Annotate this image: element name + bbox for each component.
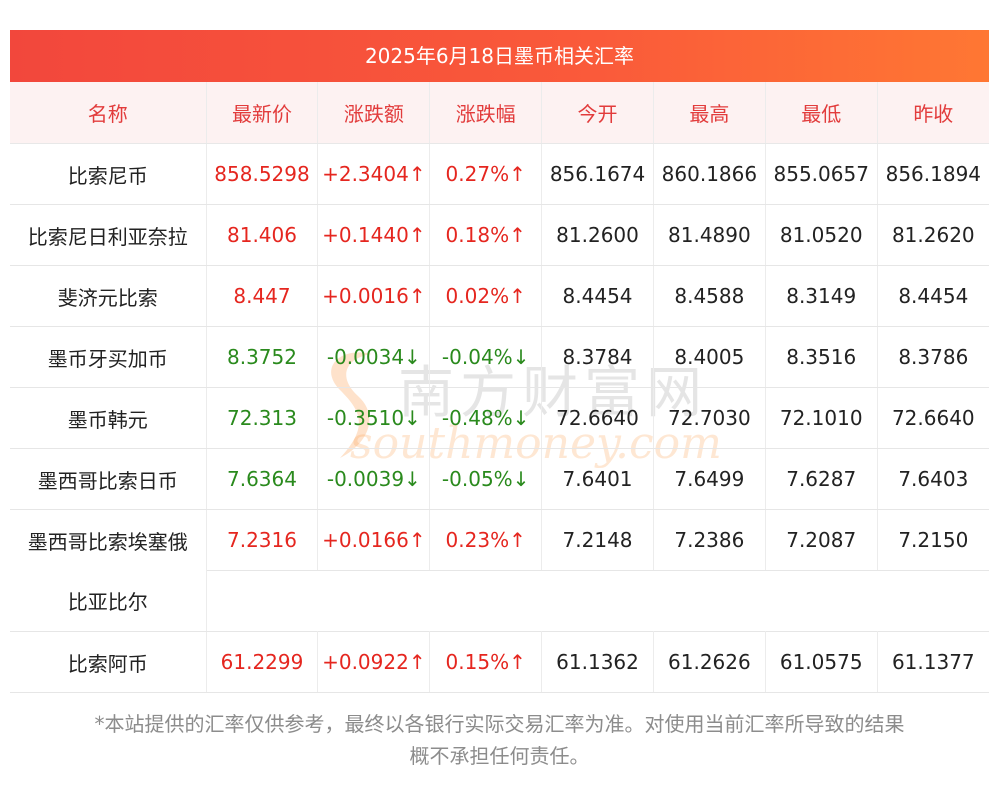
table-row: 比索尼日利亚奈拉 81.406 +0.1440↑ 0.18%↑ 81.2600 … (10, 204, 989, 266)
latest-price: 8.447 (206, 265, 319, 327)
change-pct: 0.18%↑ (429, 204, 543, 266)
change-amount: -0.0039↓ (317, 448, 431, 510)
change-amount: +0.0016↑ (317, 265, 431, 327)
disclaimer-line-2: 概不承担任何责任。 (409, 744, 590, 768)
change-amount: +0.0166↑ (317, 509, 431, 571)
disclaimer-line-1: *本站提供的汇率仅供参考，最终以各银行实际交易汇率为准。对使用当前汇率所导致的结… (94, 712, 905, 736)
table-row: 墨西哥比索埃塞俄 7.2316 +0.0166↑ 0.23%↑ 7.2148 7… (10, 509, 989, 571)
high-price: 8.4588 (653, 265, 766, 327)
rates-panel: 2025年6月18日墨币相关汇率 南方财富网 southmoney.com 名称… (10, 30, 989, 693)
open-price: 856.1674 (541, 143, 654, 205)
low-price: 72.1010 (765, 387, 878, 449)
open-price: 61.1362 (541, 631, 654, 693)
table-row-continuation: 比亚比尔 (10, 570, 989, 632)
change-pct: -0.05%↓ (429, 448, 543, 510)
open-price: 81.2600 (541, 204, 654, 266)
change-pct: -0.48%↓ (429, 387, 543, 449)
table-row: 墨币牙买加币 8.3752 -0.0034↓ -0.04%↓ 8.3784 8.… (10, 326, 989, 388)
table-row: 斐济元比索 8.447 +0.0016↑ 0.02%↑ 8.4454 8.458… (10, 265, 989, 327)
high-price: 7.2386 (653, 509, 766, 571)
high-price: 81.4890 (653, 204, 766, 266)
latest-price: 8.3752 (206, 326, 319, 388)
low-price: 7.6287 (765, 448, 878, 510)
header-row: 名称 最新价 涨跌额 涨跌幅 今开 最高 最低 昨收 (10, 82, 989, 144)
currency-name: 墨西哥比索埃塞俄 (10, 509, 207, 571)
latest-price: 7.6364 (206, 448, 319, 510)
prev-close: 72.6640 (877, 387, 989, 449)
change-pct: 0.27%↑ (429, 143, 543, 205)
prev-close: 61.1377 (877, 631, 989, 693)
table-row: 比索阿币 61.2299 +0.0922↑ 0.15%↑ 61.1362 61.… (10, 631, 989, 693)
prev-close: 8.4454 (877, 265, 989, 327)
currency-name: 墨币牙买加币 (10, 326, 207, 388)
disclaimer: *本站提供的汇率仅供参考，最终以各银行实际交易汇率为准。对使用当前汇率所导致的结… (10, 708, 989, 772)
currency-name: 墨西哥比索日币 (10, 448, 207, 510)
low-price: 81.0520 (765, 204, 878, 266)
high-price: 8.4005 (653, 326, 766, 388)
open-price: 8.3784 (541, 326, 654, 388)
header-change: 涨跌额 (317, 82, 431, 144)
header-prev: 昨收 (877, 82, 989, 144)
header-name: 名称 (10, 82, 207, 144)
high-price: 7.6499 (653, 448, 766, 510)
header-latest: 最新价 (206, 82, 319, 144)
header-high: 最高 (653, 82, 766, 144)
open-price: 7.6401 (541, 448, 654, 510)
prev-close: 81.2620 (877, 204, 989, 266)
empty-cells (206, 571, 989, 632)
currency-name: 斐济元比索 (10, 265, 207, 327)
change-amount: -0.3510↓ (317, 387, 431, 449)
prev-close: 8.3786 (877, 326, 989, 388)
currency-name: 比索尼币 (10, 143, 207, 205)
open-price: 72.6640 (541, 387, 654, 449)
header-low: 最低 (765, 82, 878, 144)
high-price: 72.7030 (653, 387, 766, 449)
open-price: 7.2148 (541, 509, 654, 571)
latest-price: 81.406 (206, 204, 319, 266)
low-price: 7.2087 (765, 509, 878, 571)
change-pct: 0.15%↑ (429, 631, 543, 693)
latest-price: 858.5298 (206, 143, 319, 205)
change-pct: 0.02%↑ (429, 265, 543, 327)
high-price: 61.2626 (653, 631, 766, 693)
currency-name: 墨币韩元 (10, 387, 207, 449)
currency-name-continuation: 比亚比尔 (10, 570, 207, 632)
table-row: 墨币韩元 72.313 -0.3510↓ -0.48%↓ 72.6640 72.… (10, 387, 989, 449)
table-title: 2025年6月18日墨币相关汇率 (10, 30, 989, 82)
change-amount: -0.0034↓ (317, 326, 431, 388)
open-price: 8.4454 (541, 265, 654, 327)
change-amount: +0.1440↑ (317, 204, 431, 266)
low-price: 8.3516 (765, 326, 878, 388)
currency-name: 比索尼日利亚奈拉 (10, 204, 207, 266)
low-price: 61.0575 (765, 631, 878, 693)
table-row: 比索尼币 858.5298 +2.3404↑ 0.27%↑ 856.1674 8… (10, 143, 989, 205)
latest-price: 61.2299 (206, 631, 319, 693)
change-pct: -0.04%↓ (429, 326, 543, 388)
low-price: 855.0657 (765, 143, 878, 205)
prev-close: 7.6403 (877, 448, 989, 510)
table-row: 墨西哥比索日币 7.6364 -0.0039↓ -0.05%↓ 7.6401 7… (10, 448, 989, 510)
change-pct: 0.23%↑ (429, 509, 543, 571)
prev-close: 856.1894 (877, 143, 989, 205)
currency-name: 比索阿币 (10, 631, 207, 693)
change-amount: +2.3404↑ (317, 143, 431, 205)
header-open: 今开 (541, 82, 654, 144)
rates-table: 名称 最新价 涨跌额 涨跌幅 今开 最高 最低 昨收 比索尼币 858.5298… (10, 82, 989, 693)
change-amount: +0.0922↑ (317, 631, 431, 693)
prev-close: 7.2150 (877, 509, 989, 571)
latest-price: 7.2316 (206, 509, 319, 571)
header-pct: 涨跌幅 (429, 82, 543, 144)
high-price: 860.1866 (653, 143, 766, 205)
latest-price: 72.313 (206, 387, 319, 449)
low-price: 8.3149 (765, 265, 878, 327)
